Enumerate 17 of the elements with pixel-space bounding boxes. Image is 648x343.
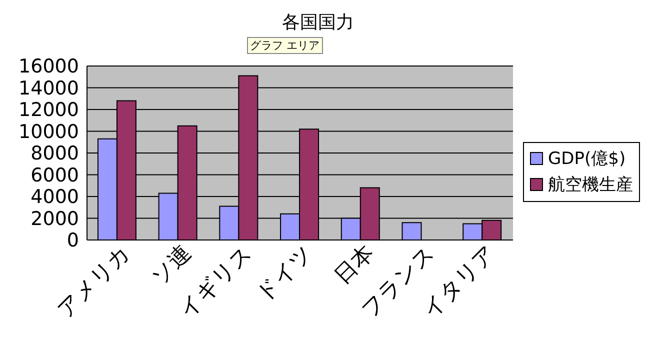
y-tick-label: 10000 [18,120,79,143]
y-tick-label: 8000 [30,142,79,165]
y-tick-label: 0 [66,230,79,252]
bar [402,222,422,240]
y-tick-label: 4000 [30,186,79,208]
y-tick-label: 12000 [18,99,79,122]
y-tick-label: 16000 [18,56,79,78]
chart-title: 各国国力 [281,11,355,34]
legend-label: GDP(億$) [548,148,626,170]
x-tick-label: 日本 [330,240,380,290]
x-tick-label: ソ連 [147,240,197,290]
legend-label: 航空機生産 [548,174,633,196]
y-tick-label: 14000 [18,77,79,100]
y-tick-label: 2000 [30,208,79,230]
tooltip-box: グラフ エリア [247,37,322,54]
x-tick-label: ドイツ [252,240,318,308]
y-tick-label: 6000 [30,164,79,186]
